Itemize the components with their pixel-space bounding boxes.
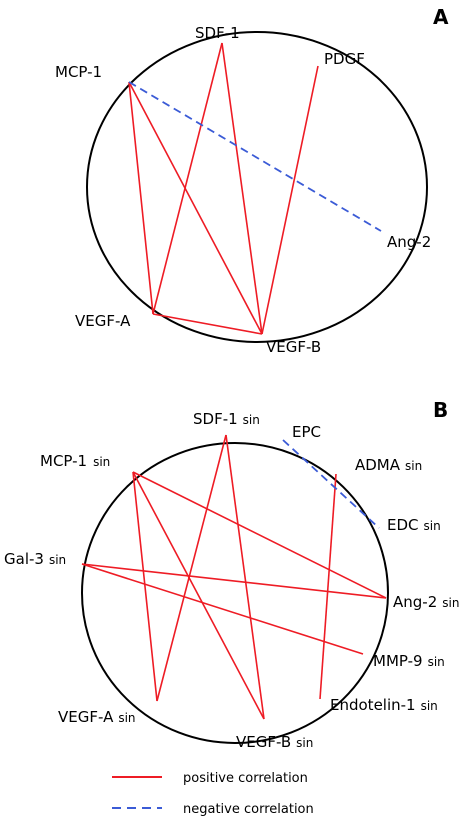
panel-b-edge-mcp1-ang2-positive <box>132 471 387 599</box>
node-b-ang2: Ang-2 sin <box>393 593 459 611</box>
node-b-vegfa: VEGF-A sin <box>58 708 136 726</box>
node-b-vegfa-sub: sin <box>118 711 135 725</box>
panel-b: B SDF-1 sin EPC ADMA sin MCP-1 sin EDC sin G… <box>4 398 459 751</box>
panel-a-edge-mcp1-vegfa-positive <box>128 81 154 315</box>
node-b-mmp9: MMP-9 sin <box>373 652 445 670</box>
node-b-adma-main: ADMA <box>355 456 401 474</box>
node-b-mcp1-sub: sin <box>93 455 110 469</box>
node-b-vegfb: VEGF-B sin <box>236 733 313 751</box>
panel-a-edge-sdf1-vegfb-positive <box>221 42 263 335</box>
node-b-mcp1-main: MCP-1 <box>40 452 87 470</box>
node-a-vegfa: VEGF-A <box>75 312 131 330</box>
panel-b-edge-mcp1-vegfb-positive <box>132 471 265 720</box>
panel-b-edge-adma-endo1-positive <box>319 473 337 700</box>
node-a-vegfb: VEGF-B <box>266 338 321 356</box>
panel-b-edge-epc-edc-negative <box>282 439 380 529</box>
panel-b-circle <box>81 442 389 744</box>
panel-b-edge-gal3-mmp9-positive <box>81 563 364 655</box>
panel-a-letter: A <box>433 5 449 29</box>
legend-negative-label: negative correlation <box>183 802 314 817</box>
node-b-sdf1-main: SDF-1 <box>193 410 238 428</box>
node-b-vegfb-main: VEGF-B <box>236 733 291 751</box>
panel-a-edges <box>128 42 382 335</box>
node-b-gal3-main: Gal-3 <box>4 550 44 568</box>
node-b-endo1: Endotelin-1 sin <box>330 696 438 714</box>
node-b-edc: EDC sin <box>387 516 441 534</box>
node-b-epc-main: EPC <box>292 423 321 441</box>
node-a-pdgf: PDGF <box>324 50 365 68</box>
node-a-ang2: Ang-2 <box>387 233 431 251</box>
node-b-epc: EPC <box>292 423 321 441</box>
node-b-mmp9-main: MMP-9 <box>373 652 423 670</box>
panel-b-edges <box>81 434 387 720</box>
node-b-gal3-sub: sin <box>49 553 66 567</box>
node-b-adma: ADMA sin <box>355 456 422 474</box>
legend-positive-label: positive correlation <box>183 771 308 786</box>
node-b-sdf1-sub: sin <box>243 413 260 427</box>
panel-a-edge-mcp1-ang2-negative <box>128 81 382 232</box>
node-b-endo1-sub: sin <box>421 699 438 713</box>
panel-a-circle <box>86 31 428 343</box>
node-a-sdf1: SDF-1 <box>195 24 240 42</box>
panel-a-edge-vegfa-vegfb-positive <box>152 313 263 335</box>
panel-b-edge-mcp1-vegfa-positive <box>132 471 158 702</box>
node-b-endo1-main: Endotelin-1 <box>330 696 416 714</box>
panel-a-edge-sdf1-vegfa-positive <box>152 42 223 315</box>
node-b-sdf1: SDF-1 sin <box>193 410 260 428</box>
node-b-edc-sub: sin <box>424 519 441 533</box>
panel-a-edge-pdgf-vegfb-positive <box>261 65 319 335</box>
node-b-vegfb-sub: sin <box>296 736 313 750</box>
legend: positive correlation negative correlatio… <box>112 771 314 817</box>
node-b-mcp1: MCP-1 sin <box>40 452 110 470</box>
node-b-gal3: Gal-3 sin <box>4 550 66 568</box>
node-b-mmp9-sub: sin <box>428 655 445 669</box>
node-b-adma-sub: sin <box>405 459 422 473</box>
node-a-mcp1: MCP-1 <box>55 63 102 81</box>
panel-a: A SDF-1 PDGF MCP-1 Ang-2 VEGF-A VEGF-B <box>55 5 449 356</box>
node-b-edc-main: EDC <box>387 516 419 534</box>
panel-a-edge-mcp1-vegfb-positive <box>128 81 263 335</box>
node-b-ang2-main: Ang-2 <box>393 593 437 611</box>
panel-b-edge-sdf1-vegfb-positive <box>225 434 265 720</box>
panel-b-edge-gal3-ang2-positive <box>81 563 387 599</box>
node-b-ang2-sub: sin <box>442 596 459 610</box>
node-b-vegfa-main: VEGF-A <box>58 708 114 726</box>
panel-b-edge-sdf1-vegfa-positive <box>156 434 227 702</box>
panel-b-letter: B <box>433 398 448 422</box>
